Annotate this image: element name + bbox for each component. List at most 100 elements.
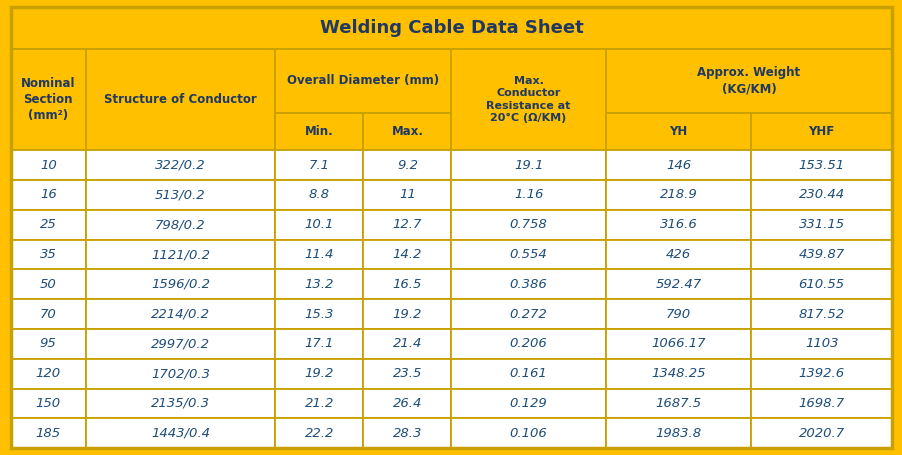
Bar — [86, 389, 275, 419]
Bar — [275, 49, 451, 113]
Text: 12.7: 12.7 — [392, 218, 421, 231]
Text: 95: 95 — [40, 338, 57, 350]
Text: Min.: Min. — [305, 125, 334, 138]
Text: 230.44: 230.44 — [797, 188, 843, 202]
Bar — [363, 180, 451, 210]
Bar — [86, 329, 275, 359]
Text: Max.: Max. — [391, 125, 423, 138]
Text: 13.2: 13.2 — [304, 278, 334, 291]
Bar — [605, 49, 891, 113]
Text: 185: 185 — [36, 427, 60, 440]
Text: 1698.7: 1698.7 — [797, 397, 843, 410]
Bar — [750, 269, 891, 299]
Bar — [86, 299, 275, 329]
Text: 316.6: 316.6 — [658, 218, 696, 231]
Bar — [451, 419, 605, 448]
Text: 0.386: 0.386 — [509, 278, 547, 291]
Text: 513/0.2: 513/0.2 — [155, 188, 206, 202]
Text: 439.87: 439.87 — [797, 248, 843, 261]
Bar — [86, 359, 275, 389]
Text: Max.
Conductor
Resistance at
20°C (Ω/KM): Max. Conductor Resistance at 20°C (Ω/KM) — [486, 76, 570, 123]
Bar — [605, 113, 750, 150]
Text: 1392.6: 1392.6 — [797, 367, 843, 380]
Bar — [11, 359, 86, 389]
Text: 1348.25: 1348.25 — [650, 367, 704, 380]
Bar — [11, 329, 86, 359]
Text: 322/0.2: 322/0.2 — [155, 159, 206, 172]
Bar — [86, 210, 275, 240]
Text: 1983.8: 1983.8 — [655, 427, 701, 440]
Text: 14.2: 14.2 — [392, 248, 421, 261]
Bar — [605, 419, 750, 448]
Bar — [363, 359, 451, 389]
Bar — [363, 329, 451, 359]
Bar — [605, 180, 750, 210]
Bar — [605, 329, 750, 359]
Text: YHF: YHF — [807, 125, 833, 138]
Text: Structure of Conductor: Structure of Conductor — [104, 93, 256, 106]
Bar — [750, 240, 891, 269]
Bar — [275, 150, 363, 180]
Text: 218.9: 218.9 — [658, 188, 696, 202]
Text: 0.206: 0.206 — [509, 338, 547, 350]
Text: 817.52: 817.52 — [797, 308, 843, 321]
Bar — [363, 299, 451, 329]
Bar — [750, 359, 891, 389]
Text: 0.129: 0.129 — [509, 397, 547, 410]
Text: 0.161: 0.161 — [509, 367, 547, 380]
Bar — [275, 389, 363, 419]
Bar — [275, 359, 363, 389]
Bar — [275, 113, 363, 150]
Text: 0.758: 0.758 — [509, 218, 547, 231]
Bar — [750, 389, 891, 419]
Bar — [11, 419, 86, 448]
Bar — [605, 240, 750, 269]
Text: 19.1: 19.1 — [513, 159, 543, 172]
Text: 50: 50 — [40, 278, 57, 291]
Bar — [11, 7, 891, 49]
Bar — [275, 240, 363, 269]
Bar — [451, 49, 605, 150]
Bar — [11, 269, 86, 299]
Text: 1066.17: 1066.17 — [650, 338, 704, 350]
Text: 153.51: 153.51 — [797, 159, 843, 172]
Bar — [275, 299, 363, 329]
Text: 150: 150 — [36, 397, 60, 410]
Text: 1103: 1103 — [804, 338, 837, 350]
Text: 0.554: 0.554 — [509, 248, 547, 261]
Bar — [451, 210, 605, 240]
Text: 26.4: 26.4 — [392, 397, 421, 410]
Text: 426: 426 — [665, 248, 690, 261]
Bar — [451, 269, 605, 299]
Text: 1702/0.3: 1702/0.3 — [151, 367, 210, 380]
Text: 2997/0.2: 2997/0.2 — [151, 338, 210, 350]
Text: Approx. Weight
(KG/KM): Approx. Weight (KG/KM) — [696, 66, 800, 95]
Bar — [451, 180, 605, 210]
Text: 11.4: 11.4 — [304, 248, 334, 261]
Bar — [11, 389, 86, 419]
Bar — [86, 240, 275, 269]
Text: 798/0.2: 798/0.2 — [155, 218, 206, 231]
Bar — [750, 329, 891, 359]
Text: 15.3: 15.3 — [304, 308, 334, 321]
Bar — [451, 359, 605, 389]
Bar — [750, 419, 891, 448]
Bar — [605, 359, 750, 389]
Bar — [363, 150, 451, 180]
Bar — [363, 240, 451, 269]
Text: 1687.5: 1687.5 — [655, 397, 701, 410]
Bar — [275, 210, 363, 240]
Bar — [11, 240, 86, 269]
Bar — [363, 269, 451, 299]
Text: 19.2: 19.2 — [392, 308, 421, 321]
Bar — [11, 210, 86, 240]
Bar — [605, 299, 750, 329]
Bar — [451, 299, 605, 329]
Bar — [86, 180, 275, 210]
Text: 1443/0.4: 1443/0.4 — [151, 427, 210, 440]
Bar — [275, 329, 363, 359]
Bar — [451, 150, 605, 180]
Bar — [750, 150, 891, 180]
Text: 592.47: 592.47 — [655, 278, 701, 291]
Bar — [275, 180, 363, 210]
